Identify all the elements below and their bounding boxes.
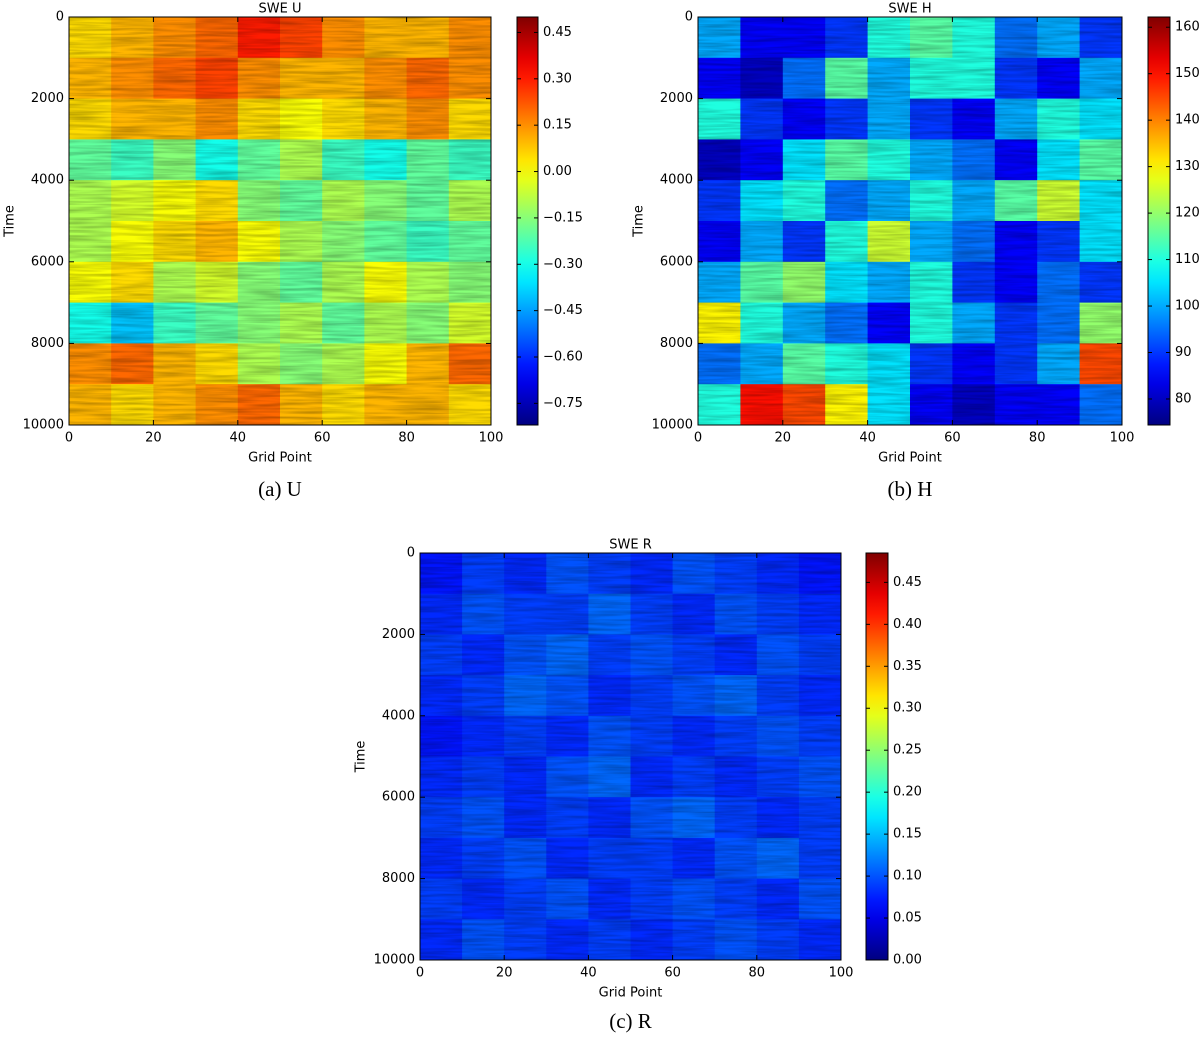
x-tick-label: 40 bbox=[230, 431, 247, 446]
x-tick-label: 20 bbox=[775, 431, 792, 446]
colorbar-tick-label: −0.75 bbox=[543, 396, 583, 411]
caption: (b) H bbox=[888, 477, 933, 501]
y-tick-label: 10000 bbox=[23, 418, 64, 433]
colorbar-tick-label: 90 bbox=[1175, 345, 1192, 360]
colorbar-tick-label: 130 bbox=[1175, 159, 1200, 174]
chart-panel: SWE U Grid Point Time (a) U 0 20 40 60 80 100 0 200… bbox=[3, 2, 583, 501]
y-tick-label: 6000 bbox=[382, 790, 415, 805]
x-tick-label: 0 bbox=[416, 966, 424, 981]
colorbar-tick-label: −0.15 bbox=[543, 210, 583, 225]
caption: (a) U bbox=[258, 477, 302, 501]
y-axis-label: Time bbox=[354, 741, 369, 774]
x-tick-label: 20 bbox=[145, 431, 162, 446]
x-tick-label: 40 bbox=[580, 966, 597, 981]
colorbar-tick-label: 150 bbox=[1175, 66, 1200, 81]
colorbar-tick-label: 0.00 bbox=[543, 164, 572, 179]
colorbar-tick-label: 0.10 bbox=[893, 869, 922, 884]
chart-title: SWE R bbox=[609, 538, 652, 553]
colorbar-tick-label: 0.15 bbox=[893, 827, 922, 842]
colorbar-tick-label: 0.25 bbox=[893, 743, 922, 758]
texture bbox=[69, 17, 491, 425]
y-tick-label: 2000 bbox=[31, 91, 64, 106]
colorbar-tick-label: 110 bbox=[1175, 252, 1200, 267]
y-tick-label: 6000 bbox=[660, 254, 693, 269]
colorbar-tick-label: 0.30 bbox=[543, 71, 572, 86]
y-tick-label: 0 bbox=[56, 10, 64, 25]
colorbar-tick-label: 0.00 bbox=[893, 953, 922, 968]
x-tick-label: 20 bbox=[496, 966, 513, 981]
y-axis-label: Time bbox=[632, 205, 647, 238]
x-tick-label: 80 bbox=[398, 431, 415, 446]
colorbar bbox=[516, 16, 539, 426]
x-tick-label: 0 bbox=[65, 431, 73, 446]
colorbar-tick-label: 0.15 bbox=[543, 118, 572, 133]
x-tick-label: 100 bbox=[829, 966, 854, 981]
y-tick-label: 0 bbox=[685, 10, 693, 25]
chart-title: SWE U bbox=[259, 2, 302, 17]
x-tick-label: 80 bbox=[1029, 431, 1046, 446]
y-tick-label: 8000 bbox=[660, 336, 693, 351]
colorbar-tick-label: 0.35 bbox=[893, 659, 922, 674]
x-tick-label: 100 bbox=[1110, 431, 1135, 446]
caption: (c) R bbox=[609, 1009, 652, 1033]
y-tick-label: 4000 bbox=[382, 708, 415, 723]
colorbar-tick-label: −0.30 bbox=[543, 257, 583, 272]
chart-title: SWE H bbox=[888, 2, 931, 17]
colorbar-tick-label: 120 bbox=[1175, 206, 1200, 221]
y-tick-label: 4000 bbox=[31, 173, 64, 188]
colorbar-tick-label: 100 bbox=[1175, 299, 1200, 314]
plot-frame bbox=[419, 552, 842, 961]
x-tick-label: 60 bbox=[664, 966, 681, 981]
x-tick-label: 100 bbox=[479, 431, 504, 446]
y-tick-label: 10000 bbox=[652, 418, 693, 433]
y-tick-label: 6000 bbox=[31, 254, 64, 269]
colorbar-tick-label: 0.20 bbox=[893, 785, 922, 800]
x-tick-label: 80 bbox=[749, 966, 766, 981]
y-tick-label: 4000 bbox=[660, 173, 693, 188]
y-tick-label: 8000 bbox=[31, 336, 64, 351]
colorbar-tick-label: 140 bbox=[1175, 113, 1200, 128]
x-tick-label: 60 bbox=[944, 431, 961, 446]
y-tick-label: 2000 bbox=[660, 91, 693, 106]
y-tick-label: 2000 bbox=[382, 627, 415, 642]
chart-panel: SWE H Grid Point Time (b) H 0 20 40 60 80 100 0 200… bbox=[632, 2, 1200, 501]
colorbar-tick-label: 0.45 bbox=[893, 575, 922, 590]
colorbar bbox=[1147, 16, 1171, 426]
colorbar-tick-label: −0.60 bbox=[543, 350, 583, 365]
colorbar-tick-label: −0.45 bbox=[543, 303, 583, 318]
y-axis-label: Time bbox=[3, 205, 18, 238]
x-axis-label: Grid Point bbox=[248, 451, 312, 466]
colorbar-tick-label: 0.45 bbox=[543, 25, 572, 40]
x-tick-label: 60 bbox=[314, 431, 331, 446]
y-tick-label: 10000 bbox=[374, 953, 415, 968]
plot-frame bbox=[697, 16, 1123, 426]
colorbar-tick-label: 0.05 bbox=[893, 911, 922, 926]
y-tick-label: 8000 bbox=[382, 871, 415, 886]
colorbar-tick-label: 0.30 bbox=[893, 701, 922, 716]
plot-frame bbox=[68, 16, 492, 426]
chart-panel: SWE R Grid Point Time (c) R 0 20 40 60 80 100 0 200… bbox=[354, 538, 922, 1033]
x-tick-label: 40 bbox=[859, 431, 876, 446]
colorbar-tick-label: 0.40 bbox=[893, 617, 922, 632]
colorbar-tick-label: 160 bbox=[1175, 20, 1200, 35]
colorbar bbox=[865, 552, 889, 961]
x-axis-label: Grid Point bbox=[878, 451, 942, 466]
colorbar-tick-label: 80 bbox=[1175, 391, 1192, 406]
y-tick-label: 0 bbox=[407, 546, 415, 561]
x-axis-label: Grid Point bbox=[599, 986, 663, 1001]
texture bbox=[698, 17, 1122, 425]
x-tick-label: 0 bbox=[694, 431, 702, 446]
texture bbox=[420, 553, 841, 960]
